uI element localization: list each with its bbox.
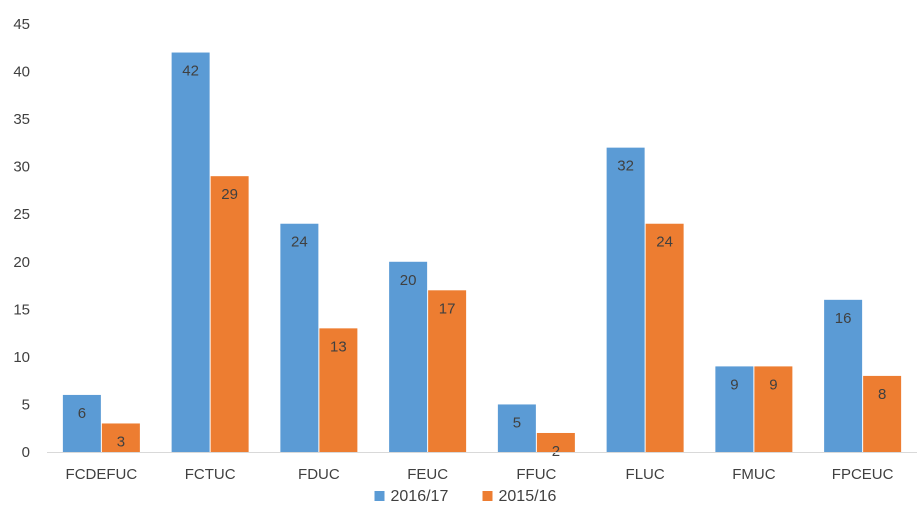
y-tick-label: 45 — [13, 16, 30, 33]
x-tick-label: FPCEUC — [832, 466, 894, 483]
bars — [62, 52, 902, 453]
y-tick-label: 35 — [13, 111, 30, 128]
bar-fcdefuc-series-1 — [62, 394, 101, 452]
legend-label: 2016/17 — [391, 488, 449, 505]
bar-feuc-series-2 — [428, 290, 467, 452]
y-tick-label: 25 — [13, 206, 30, 223]
legend: 2016/17 2015/16 — [374, 488, 557, 505]
bar-fctuc-series-1 — [171, 52, 210, 453]
data-label: 6 — [78, 405, 86, 422]
y-tick-label: 10 — [13, 349, 30, 366]
bar-fpceuc-series-1 — [824, 299, 863, 452]
data-label: 42 — [182, 63, 199, 80]
bar-fluc-series-1 — [606, 147, 645, 452]
data-label: 24 — [291, 234, 308, 251]
x-tick-label: FCTUC — [185, 466, 236, 483]
x-tick-label: FDUC — [298, 466, 340, 483]
data-label: 9 — [769, 376, 777, 393]
data-label: 17 — [439, 300, 456, 317]
x-axis: FCDEFUC FCTUC FDUC FEUC FFUC FLUC FMUC FPCEUC — [47, 452, 917, 483]
bar-ffuc-series-2 — [536, 432, 575, 452]
x-tick-label: FFUC — [516, 466, 556, 483]
bar-fcdefuc-series-2 — [101, 423, 140, 452]
data-label: 5 — [513, 414, 521, 431]
bar-feuc-series-1 — [389, 261, 428, 452]
bar-fduc-series-1 — [280, 223, 319, 452]
data-label: 32 — [617, 158, 634, 175]
x-tick-label: FCDEFUC — [66, 466, 138, 483]
data-labels: 6 3 42 29 24 13 20 17 5 2 32 24 9 9 16 8 — [78, 63, 887, 460]
data-label: 16 — [835, 310, 852, 327]
data-label: 2 — [552, 443, 560, 460]
bar-fmuc-series-1 — [715, 366, 754, 452]
y-tick-label: 30 — [13, 159, 30, 176]
x-tick-label: FEUC — [407, 466, 448, 483]
data-label: 24 — [656, 234, 673, 251]
bar-fduc-series-2 — [319, 328, 358, 452]
data-label: 13 — [330, 338, 347, 355]
x-tick-label: FMUC — [732, 466, 775, 483]
y-tick-label: 40 — [13, 64, 30, 81]
legend-label: 2015/16 — [499, 488, 557, 505]
y-tick-label: 20 — [13, 254, 30, 271]
data-label: 9 — [730, 376, 738, 393]
y-tick-label: 5 — [22, 396, 30, 413]
legend-swatch — [374, 491, 385, 501]
y-tick-label: 15 — [13, 301, 30, 318]
bar-fpceuc-series-2 — [863, 375, 902, 452]
bar-ffuc-series-1 — [497, 404, 536, 452]
y-tick-label: 0 — [22, 444, 30, 461]
data-label: 20 — [400, 272, 417, 289]
data-label: 3 — [117, 433, 125, 450]
data-label: 29 — [221, 186, 238, 203]
x-tick-label: FLUC — [626, 466, 665, 483]
bar-fctuc-series-2 — [210, 176, 249, 452]
bar-fmuc-series-2 — [754, 366, 793, 452]
data-label: 8 — [878, 386, 886, 403]
legend-swatch — [482, 491, 493, 501]
bar-fluc-series-2 — [645, 223, 684, 452]
y-axis: 0 5 10 15 20 25 30 35 40 45 — [13, 16, 30, 461]
